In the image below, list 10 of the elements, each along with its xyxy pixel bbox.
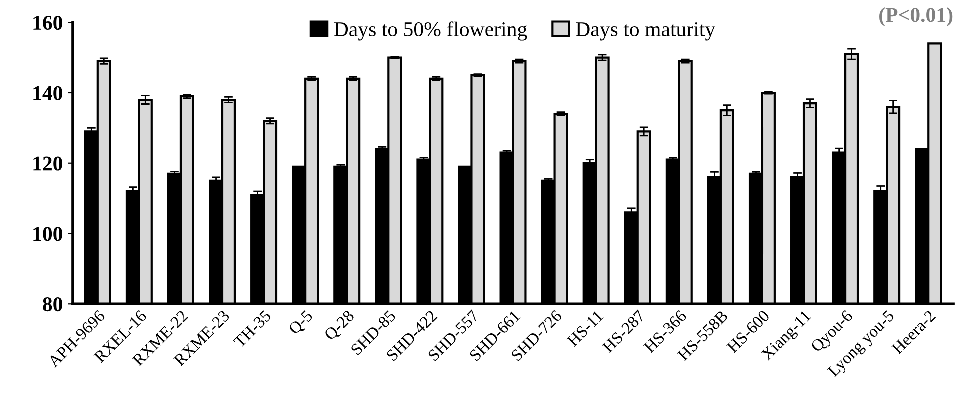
legend-label: Days to maturity (576, 22, 716, 41)
x-tick-label: Q-5 (288, 310, 316, 337)
y-tick-label: 120 (34, 156, 62, 171)
y-tick-label: 100 (34, 227, 62, 242)
y-tick-label: 160 (34, 16, 62, 30)
y-tick-label: 80 (43, 298, 62, 312)
y-tick-label: 140 (34, 86, 62, 100)
legend-label: Days to 50% flowering (334, 22, 528, 41)
x-tick-label: Q-28 (324, 310, 357, 343)
annotation: (P<0.01) (880, 8, 953, 26)
